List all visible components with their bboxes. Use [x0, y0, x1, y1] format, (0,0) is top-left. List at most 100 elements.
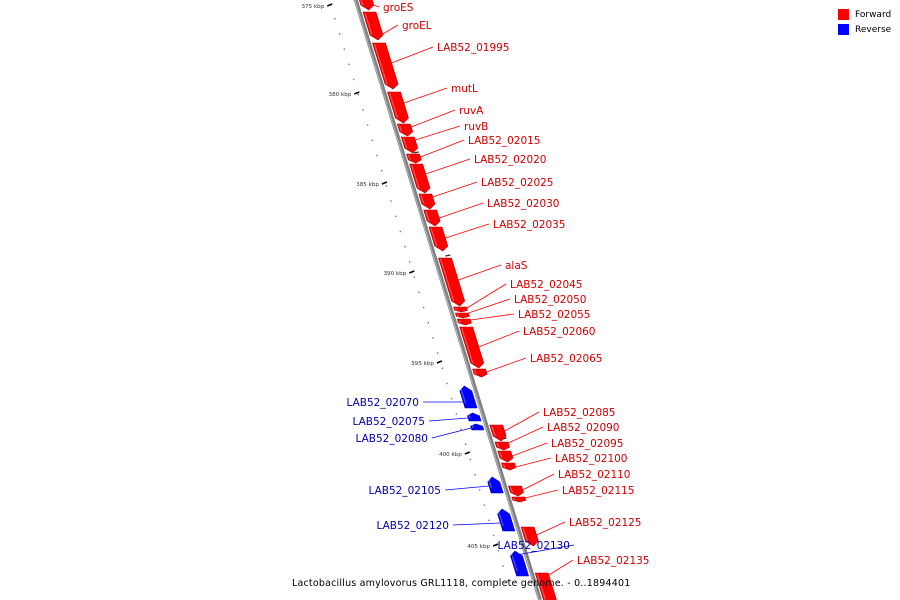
tick-label: 385 kbp — [356, 182, 379, 188]
scale-dot — [492, 534, 495, 537]
gene-arrow — [489, 424, 507, 442]
gene-leader — [510, 544, 575, 557]
legend: Forward Reverse — [838, 7, 891, 37]
gene-arrow — [387, 91, 409, 124]
scale-dash — [445, 254, 451, 257]
gene-leader — [508, 426, 544, 444]
scale-dot — [455, 413, 458, 415]
gene-label: groEL — [402, 20, 432, 32]
gene-shine — [430, 227, 438, 247]
scale-dot — [422, 306, 425, 309]
gene-label: alaS — [505, 260, 528, 272]
scale-dot — [460, 428, 462, 430]
gene-label: LAB52_02115 — [562, 485, 635, 497]
scale-dot — [441, 367, 444, 369]
scale-dot — [376, 154, 378, 157]
legend-forward: Forward — [838, 7, 891, 22]
legend-forward-label: Forward — [855, 9, 892, 20]
gene-leader — [468, 298, 511, 314]
gene-label: LAB52_02110 — [558, 469, 631, 481]
gene-leader — [439, 202, 484, 219]
gene-label: LAB52_02050 — [514, 294, 587, 306]
gene-leader — [403, 87, 448, 104]
scale-dot — [427, 322, 430, 324]
gene-leader — [470, 313, 515, 321]
gene-label: groES — [383, 2, 414, 14]
scale-dot — [488, 519, 490, 521]
gene-label: LAB52_02070 — [347, 397, 420, 409]
scale-dot — [371, 139, 374, 141]
gene-shine — [439, 258, 455, 302]
genome-caption: Lactobacillus amylovorus GRL1118, comple… — [292, 578, 631, 589]
gene-arrow — [372, 42, 399, 90]
gene-leader — [536, 521, 566, 536]
gene-shine — [407, 154, 411, 161]
gene-shine — [388, 92, 399, 119]
gene-label: LAB52_02135 — [577, 555, 650, 567]
gene-arrow — [453, 306, 468, 313]
scale-dot — [483, 504, 486, 506]
gene-leader — [452, 522, 501, 526]
gene-leader — [420, 139, 465, 158]
gene-shine — [474, 369, 477, 375]
gene-shine — [364, 12, 373, 36]
gene-leader — [445, 223, 490, 239]
scale-dot — [502, 565, 504, 567]
gene-shine — [513, 497, 516, 501]
gene-shine — [510, 551, 518, 572]
gene-arrow — [362, 11, 384, 41]
legend-reverse-label: Reverse — [855, 24, 892, 35]
scale-dot — [446, 382, 448, 385]
gene-arrow — [406, 153, 422, 164]
gene-shine — [373, 43, 388, 85]
scale-dot — [380, 170, 383, 172]
tick-label: 375 kbp — [301, 4, 324, 10]
gene-shine — [458, 319, 461, 324]
gene-arrow — [472, 368, 488, 378]
gene-shine — [487, 477, 493, 489]
gene-label: LAB52_02095 — [551, 438, 624, 450]
gene-arrow — [497, 450, 514, 463]
gene-arrow — [534, 572, 557, 600]
scale-dot — [394, 215, 397, 217]
scale-dot — [506, 580, 509, 582]
gene-shine — [509, 486, 514, 493]
gene-arrow — [409, 163, 431, 194]
gene-leader — [382, 24, 399, 35]
gene-arrow — [501, 462, 517, 471]
gene-arrow — [454, 312, 470, 319]
tick-label: 400 kbp — [439, 452, 462, 458]
gene-arrow — [497, 508, 516, 532]
scale-dash — [413, 151, 419, 154]
tick-mark — [409, 270, 415, 274]
gene-leader — [458, 264, 502, 281]
gene-label: LAB52_02100 — [555, 453, 628, 465]
gene-label: LAB52_02085 — [543, 407, 616, 419]
gene-arrow — [511, 496, 527, 503]
gene-leader — [512, 442, 548, 457]
gene-label: LAB52_02130 — [498, 540, 571, 552]
gene-label: LAB52_02105 — [369, 485, 442, 497]
tick-mark — [492, 543, 499, 547]
gene-arrow — [423, 209, 441, 227]
gene-shine — [491, 425, 496, 437]
gene-shine — [456, 313, 459, 317]
gene-leader — [391, 46, 434, 64]
scale-dot — [408, 261, 411, 263]
gene-shine — [536, 573, 547, 600]
gene-shine — [425, 210, 430, 222]
gene-leader — [415, 125, 461, 141]
scale-dot — [478, 489, 481, 491]
scale-dot — [352, 78, 355, 81]
gene-leader — [466, 283, 507, 309]
gene-arrow — [510, 550, 530, 577]
gene-arrow — [508, 485, 524, 497]
gene-label: ruvA — [459, 105, 484, 117]
gene-leader — [432, 181, 478, 198]
gene-leader — [515, 457, 552, 468]
gene-label: LAB52_02035 — [493, 219, 566, 231]
genome-axis-highlight — [354, 0, 540, 600]
gene-label: LAB52_02060 — [523, 326, 596, 338]
gene-arrow — [400, 136, 419, 154]
